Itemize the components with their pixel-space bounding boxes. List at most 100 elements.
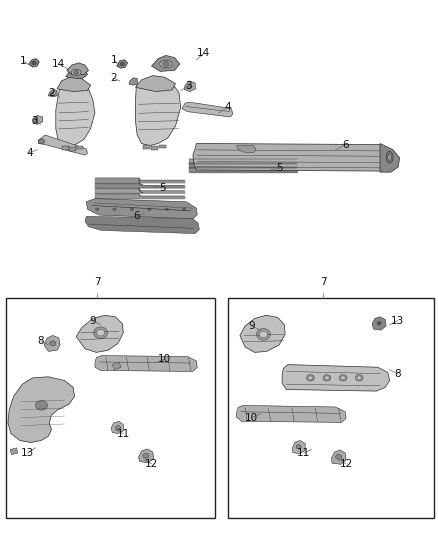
- Ellipse shape: [357, 376, 361, 379]
- Polygon shape: [135, 77, 181, 146]
- Ellipse shape: [336, 455, 342, 459]
- Polygon shape: [129, 78, 138, 85]
- Polygon shape: [193, 143, 393, 171]
- Ellipse shape: [71, 69, 81, 76]
- Text: 6: 6: [133, 211, 140, 221]
- Polygon shape: [56, 82, 95, 147]
- Text: 13: 13: [391, 316, 404, 326]
- Ellipse shape: [386, 151, 393, 163]
- Polygon shape: [282, 365, 390, 391]
- Polygon shape: [152, 55, 180, 71]
- Ellipse shape: [339, 375, 347, 381]
- Text: 4: 4: [26, 148, 33, 158]
- Ellipse shape: [116, 425, 120, 430]
- Polygon shape: [76, 316, 123, 352]
- Polygon shape: [29, 59, 39, 67]
- Ellipse shape: [32, 61, 36, 64]
- Text: 13: 13: [21, 448, 34, 458]
- Ellipse shape: [130, 208, 134, 211]
- Polygon shape: [10, 448, 18, 455]
- Polygon shape: [372, 317, 386, 330]
- FancyBboxPatch shape: [228, 298, 434, 519]
- Ellipse shape: [187, 84, 192, 88]
- FancyBboxPatch shape: [6, 298, 215, 519]
- Ellipse shape: [95, 208, 99, 211]
- Text: 11: 11: [117, 429, 130, 439]
- Text: 14: 14: [51, 59, 64, 69]
- Polygon shape: [237, 146, 256, 152]
- Ellipse shape: [377, 321, 381, 325]
- Ellipse shape: [148, 208, 151, 211]
- Polygon shape: [138, 449, 154, 463]
- Text: 12: 12: [339, 459, 353, 469]
- Polygon shape: [48, 90, 57, 97]
- Ellipse shape: [183, 208, 186, 211]
- Polygon shape: [292, 440, 305, 454]
- Ellipse shape: [256, 328, 270, 340]
- Ellipse shape: [33, 118, 38, 123]
- Polygon shape: [111, 421, 123, 433]
- Ellipse shape: [307, 375, 314, 381]
- Polygon shape: [182, 102, 233, 117]
- Polygon shape: [76, 146, 83, 149]
- Ellipse shape: [49, 341, 56, 346]
- Polygon shape: [66, 67, 88, 79]
- Ellipse shape: [39, 139, 45, 144]
- Polygon shape: [117, 60, 127, 68]
- Text: 4: 4: [224, 102, 231, 112]
- Polygon shape: [8, 377, 74, 442]
- Ellipse shape: [74, 70, 79, 74]
- Polygon shape: [67, 63, 88, 75]
- Ellipse shape: [120, 62, 124, 66]
- Ellipse shape: [94, 327, 108, 338]
- Text: 5: 5: [159, 183, 166, 193]
- Polygon shape: [184, 81, 195, 92]
- Ellipse shape: [341, 376, 345, 379]
- Text: 2: 2: [48, 87, 55, 98]
- Text: 14: 14: [197, 49, 210, 58]
- Polygon shape: [57, 77, 91, 92]
- Text: 11: 11: [297, 448, 311, 458]
- Ellipse shape: [308, 376, 313, 379]
- Text: 2: 2: [110, 73, 117, 83]
- Text: 7: 7: [320, 277, 327, 287]
- Text: 9: 9: [248, 321, 255, 331]
- Ellipse shape: [323, 375, 331, 381]
- Polygon shape: [62, 146, 69, 150]
- Polygon shape: [39, 135, 88, 155]
- Ellipse shape: [160, 60, 172, 68]
- Polygon shape: [159, 144, 166, 148]
- Ellipse shape: [97, 329, 105, 336]
- Text: 12: 12: [145, 459, 158, 469]
- Polygon shape: [33, 115, 43, 124]
- Text: 10: 10: [158, 354, 171, 364]
- Polygon shape: [113, 362, 121, 370]
- Text: 7: 7: [94, 277, 100, 287]
- Polygon shape: [240, 316, 285, 352]
- Polygon shape: [151, 146, 158, 150]
- Ellipse shape: [162, 62, 170, 66]
- Ellipse shape: [165, 208, 169, 211]
- Ellipse shape: [296, 445, 301, 449]
- Text: 8: 8: [394, 369, 401, 378]
- Polygon shape: [95, 356, 197, 372]
- Text: 9: 9: [89, 316, 96, 326]
- Text: 10: 10: [245, 413, 258, 423]
- Polygon shape: [86, 199, 197, 219]
- Ellipse shape: [325, 376, 329, 379]
- Polygon shape: [69, 147, 76, 151]
- Ellipse shape: [259, 331, 267, 337]
- Polygon shape: [331, 450, 346, 464]
- Text: 8: 8: [37, 336, 44, 346]
- Text: 5: 5: [277, 164, 283, 173]
- Polygon shape: [44, 335, 60, 351]
- Ellipse shape: [143, 454, 149, 458]
- Polygon shape: [85, 216, 199, 233]
- Polygon shape: [380, 143, 399, 172]
- Text: 1: 1: [20, 56, 26, 66]
- Text: 3: 3: [185, 81, 192, 91]
- Polygon shape: [237, 406, 346, 422]
- Ellipse shape: [355, 375, 363, 381]
- Ellipse shape: [35, 401, 47, 410]
- Ellipse shape: [113, 208, 116, 211]
